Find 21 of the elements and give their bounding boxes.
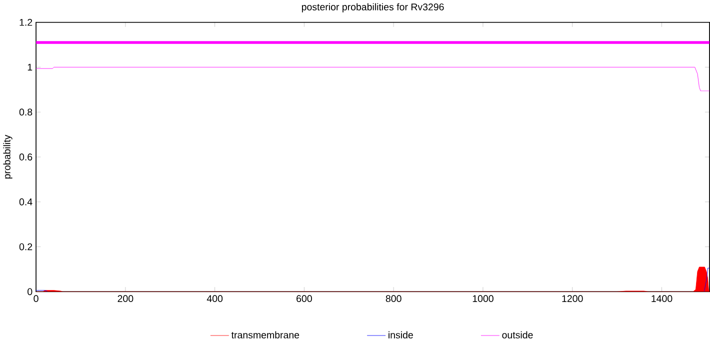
x-tick-label: 1000 bbox=[472, 295, 494, 302]
y-tick-label: 0.2 bbox=[19, 243, 32, 250]
chart-title: posterior probabilities for Rv3296 bbox=[302, 3, 444, 12]
y-tick-label: 0 bbox=[28, 288, 32, 296]
x-tick-label: 800 bbox=[386, 295, 402, 302]
x-tick-label: 1200 bbox=[562, 295, 583, 302]
x-tick-label: 200 bbox=[118, 295, 134, 302]
x-tick-label: 0 bbox=[34, 295, 38, 302]
legend-label: inside bbox=[388, 331, 413, 338]
legend-label: outside bbox=[502, 331, 533, 338]
y-tick-label: 0.8 bbox=[19, 108, 32, 116]
legend-label: transmembrane bbox=[231, 331, 300, 338]
y-tick-label: 0.6 bbox=[19, 153, 32, 160]
x-tick-label: 400 bbox=[206, 295, 223, 302]
y-tick-label: 1 bbox=[28, 64, 32, 70]
y-axis-title: probability bbox=[3, 134, 12, 179]
y-tick-label: 1.2 bbox=[20, 18, 32, 26]
x-tick-label: 600 bbox=[296, 295, 312, 302]
x-tick-label: 1400 bbox=[652, 295, 672, 302]
line-series bbox=[36, 66, 710, 92]
y-tick-label: 0.4 bbox=[19, 198, 32, 206]
